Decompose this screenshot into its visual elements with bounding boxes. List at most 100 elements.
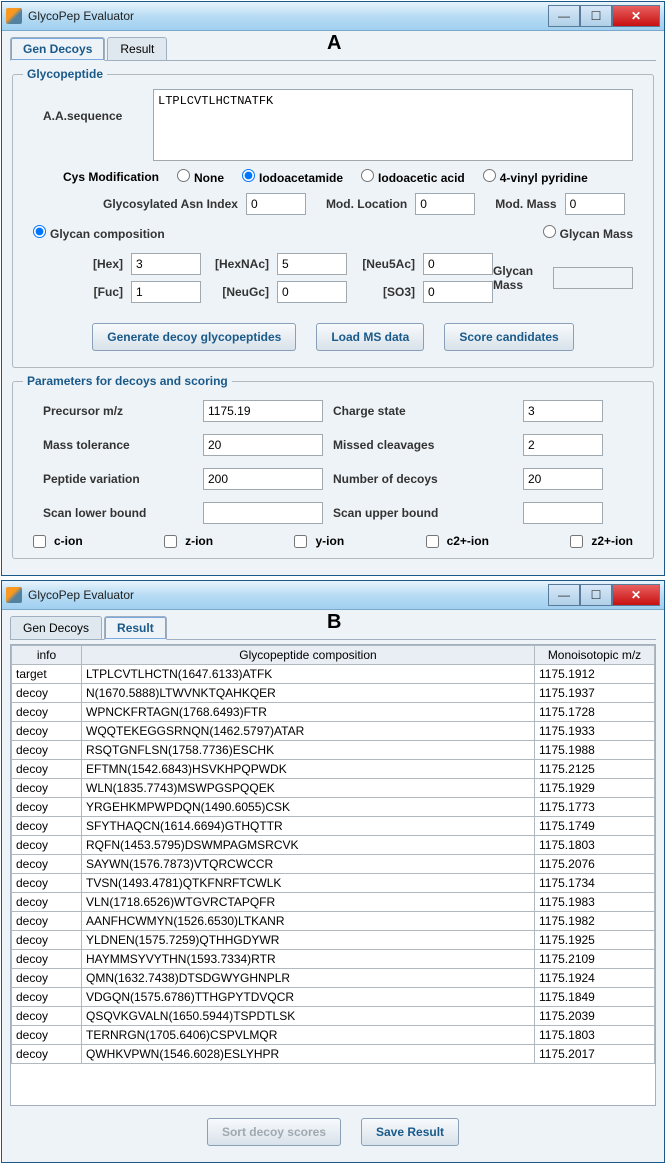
cys-none-radio[interactable]: None — [177, 169, 224, 185]
cell-comp: WPNCKFRTAGN(1768.6493)FTR — [82, 703, 535, 722]
tab-gen-decoys[interactable]: Gen Decoys — [10, 37, 105, 61]
table-row[interactable]: decoyAANFHCWMYN(1526.6530)LTKANR1175.198… — [12, 912, 655, 931]
sort-decoy-scores-button[interactable]: Sort decoy scores — [207, 1118, 341, 1146]
scanlower-input[interactable] — [203, 502, 323, 524]
pepvar-label: Peptide variation — [43, 472, 193, 486]
glycan-comp-radio[interactable]: Glycan composition — [33, 225, 165, 241]
params-legend: Parameters for decoys and scoring — [23, 374, 232, 388]
hexnac-input[interactable] — [277, 253, 347, 275]
minimize-button[interactable]: — — [548, 5, 580, 27]
cell-info: decoy — [12, 1045, 82, 1064]
col-comp[interactable]: Glycopeptide composition — [82, 646, 535, 665]
table-row[interactable]: decoyN(1670.5888)LTWVNKTQAHKQER1175.1937 — [12, 684, 655, 703]
cell-comp: QMN(1632.7438)DTSDGWYGHNPLR — [82, 969, 535, 988]
table-row[interactable]: decoySFYTHAQCN(1614.6694)GTHQTTR1175.174… — [12, 817, 655, 836]
cys-iodoacetamide-radio[interactable]: Iodoacetamide — [242, 169, 343, 185]
table-row[interactable]: decoyWLN(1835.7743)MSWPGSPQQEK1175.1929 — [12, 779, 655, 798]
cell-comp: HAYMMSYVYTHN(1593.7334)RTR — [82, 950, 535, 969]
aa-sequence-input[interactable]: LTPLCVTLHCTNATFK — [153, 89, 633, 161]
c2-ion-label: c2+-ion — [447, 534, 489, 548]
score-candidates-button[interactable]: Score candidates — [444, 323, 573, 351]
col-info[interactable]: info — [12, 646, 82, 665]
table-row[interactable]: decoyVDGQN(1575.6786)TTHGPYTDVQCR1175.18… — [12, 988, 655, 1007]
cell-mz: 1175.2039 — [535, 1007, 655, 1026]
scanupper-input[interactable] — [523, 502, 603, 524]
y-ion-checkbox[interactable]: y-ion — [294, 534, 344, 548]
z-ion-label: z-ion — [185, 534, 213, 548]
maximize-button[interactable]: ☐ — [580, 5, 612, 27]
load-ms-data-button[interactable]: Load MS data — [316, 323, 424, 351]
generate-decoys-button[interactable]: Generate decoy glycopeptides — [92, 323, 296, 351]
missed-input[interactable] — [523, 434, 603, 456]
cell-info: decoy — [12, 684, 82, 703]
missed-label: Missed cleavages — [333, 438, 513, 452]
table-row[interactable]: decoyHAYMMSYVYTHN(1593.7334)RTR1175.2109 — [12, 950, 655, 969]
maximize-button[interactable]: ☐ — [580, 584, 612, 606]
table-row[interactable]: decoyQMN(1632.7438)DTSDGWYGHNPLR1175.192… — [12, 969, 655, 988]
save-result-button[interactable]: Save Result — [361, 1118, 459, 1146]
table-row[interactable]: decoyQSQVKGVALN(1650.5944)TSPDTLSK1175.2… — [12, 1007, 655, 1026]
cell-comp: EFTMN(1542.6843)HSVKHPQPWDK — [82, 760, 535, 779]
ndecoys-input[interactable] — [523, 468, 603, 490]
minimize-button[interactable]: — — [548, 584, 580, 606]
scanlower-label: Scan lower bound — [43, 506, 193, 520]
charge-input[interactable] — [523, 400, 603, 422]
mod-mass-input[interactable] — [565, 193, 625, 215]
hex-input[interactable] — [131, 253, 201, 275]
cys-iodoacetic-label: Iodoacetic acid — [378, 171, 465, 185]
col-mz[interactable]: Monoisotopic m/z — [535, 646, 655, 665]
c-ion-checkbox[interactable]: c-ion — [33, 534, 83, 548]
neu5ac-input[interactable] — [423, 253, 493, 275]
fuc-input[interactable] — [131, 281, 201, 303]
c-ion-label: c-ion — [54, 534, 83, 548]
cell-mz: 1175.1749 — [535, 817, 655, 836]
table-row[interactable]: decoyTERNRGN(1705.6406)CSPVLMQR1175.1803 — [12, 1026, 655, 1045]
table-row[interactable]: targetLTPLCVTLHCTN(1647.6133)ATFK1175.19… — [12, 665, 655, 684]
table-row[interactable]: decoySAYWN(1576.7873)VTQRCWCCR1175.2076 — [12, 855, 655, 874]
cell-info: decoy — [12, 855, 82, 874]
tab-result[interactable]: Result — [107, 37, 167, 60]
neugc-input[interactable] — [277, 281, 347, 303]
so3-label: [SO3] — [355, 285, 415, 299]
table-row[interactable]: decoyEFTMN(1542.6843)HSVKHPQPWDK1175.212… — [12, 760, 655, 779]
z2-ion-checkbox[interactable]: z2+-ion — [570, 534, 633, 548]
pepvar-input[interactable] — [203, 468, 323, 490]
cell-comp: WQQTEKEGGSRNQN(1462.5797)ATAR — [82, 722, 535, 741]
z-ion-checkbox[interactable]: z-ion — [164, 534, 213, 548]
cys-none-label: None — [194, 171, 224, 185]
title-a: GlycoPep Evaluator — [28, 9, 548, 23]
table-row[interactable]: decoyRSQTGNFLSN(1758.7736)ESCHK1175.1988 — [12, 741, 655, 760]
gly-idx-input[interactable] — [246, 193, 306, 215]
c2-ion-checkbox[interactable]: c2+-ion — [426, 534, 489, 548]
mod-loc-label: Mod. Location — [326, 197, 407, 211]
table-row[interactable]: decoyRQFN(1453.5795)DSWMPAGMSRCVK1175.18… — [12, 836, 655, 855]
table-row[interactable]: decoyWQQTEKEGGSRNQN(1462.5797)ATAR1175.1… — [12, 722, 655, 741]
close-button[interactable]: ✕ — [612, 5, 660, 27]
cell-mz: 1175.1728 — [535, 703, 655, 722]
table-row[interactable]: decoyWPNCKFRTAGN(1768.6493)FTR1175.1728 — [12, 703, 655, 722]
cell-info: decoy — [12, 722, 82, 741]
glycan-mass-input[interactable] — [553, 267, 633, 289]
close-button[interactable]: ✕ — [612, 584, 660, 606]
glycan-mass-radio[interactable]: Glycan Mass — [543, 225, 633, 241]
table-row[interactable]: decoyTVSN(1493.4781)QTKFNRFTCWLK1175.173… — [12, 874, 655, 893]
masstol-input[interactable] — [203, 434, 323, 456]
cell-comp: RSQTGNFLSN(1758.7736)ESCHK — [82, 741, 535, 760]
table-row[interactable]: decoyVLN(1718.6526)WTGVRCTAPQFR1175.1983 — [12, 893, 655, 912]
so3-input[interactable] — [423, 281, 493, 303]
table-row[interactable]: decoyQWHKVPWN(1546.6028)ESLYHPR1175.2017 — [12, 1045, 655, 1064]
tab-result-b[interactable]: Result — [104, 616, 167, 640]
cell-info: decoy — [12, 836, 82, 855]
cell-mz: 1175.1773 — [535, 798, 655, 817]
result-table: info Glycopeptide composition Monoisotop… — [11, 645, 655, 1064]
tab-gen-decoys-b[interactable]: Gen Decoys — [10, 616, 102, 639]
cys-vinyl-radio[interactable]: 4-vinyl pyridine — [483, 169, 588, 185]
titlebar-a: GlycoPep Evaluator — ☐ ✕ — [2, 2, 664, 31]
cell-comp: N(1670.5888)LTWVNKTQAHKQER — [82, 684, 535, 703]
precursor-input[interactable] — [203, 400, 323, 422]
table-row[interactable]: decoyYLDNEN(1575.7259)QTHHGDYWR1175.1925 — [12, 931, 655, 950]
cys-iodoacetic-radio[interactable]: Iodoacetic acid — [361, 169, 465, 185]
mod-loc-input[interactable] — [415, 193, 475, 215]
table-row[interactable]: decoyYRGEHKMPWPDQN(1490.6055)CSK1175.177… — [12, 798, 655, 817]
hex-label: [Hex] — [63, 257, 123, 271]
